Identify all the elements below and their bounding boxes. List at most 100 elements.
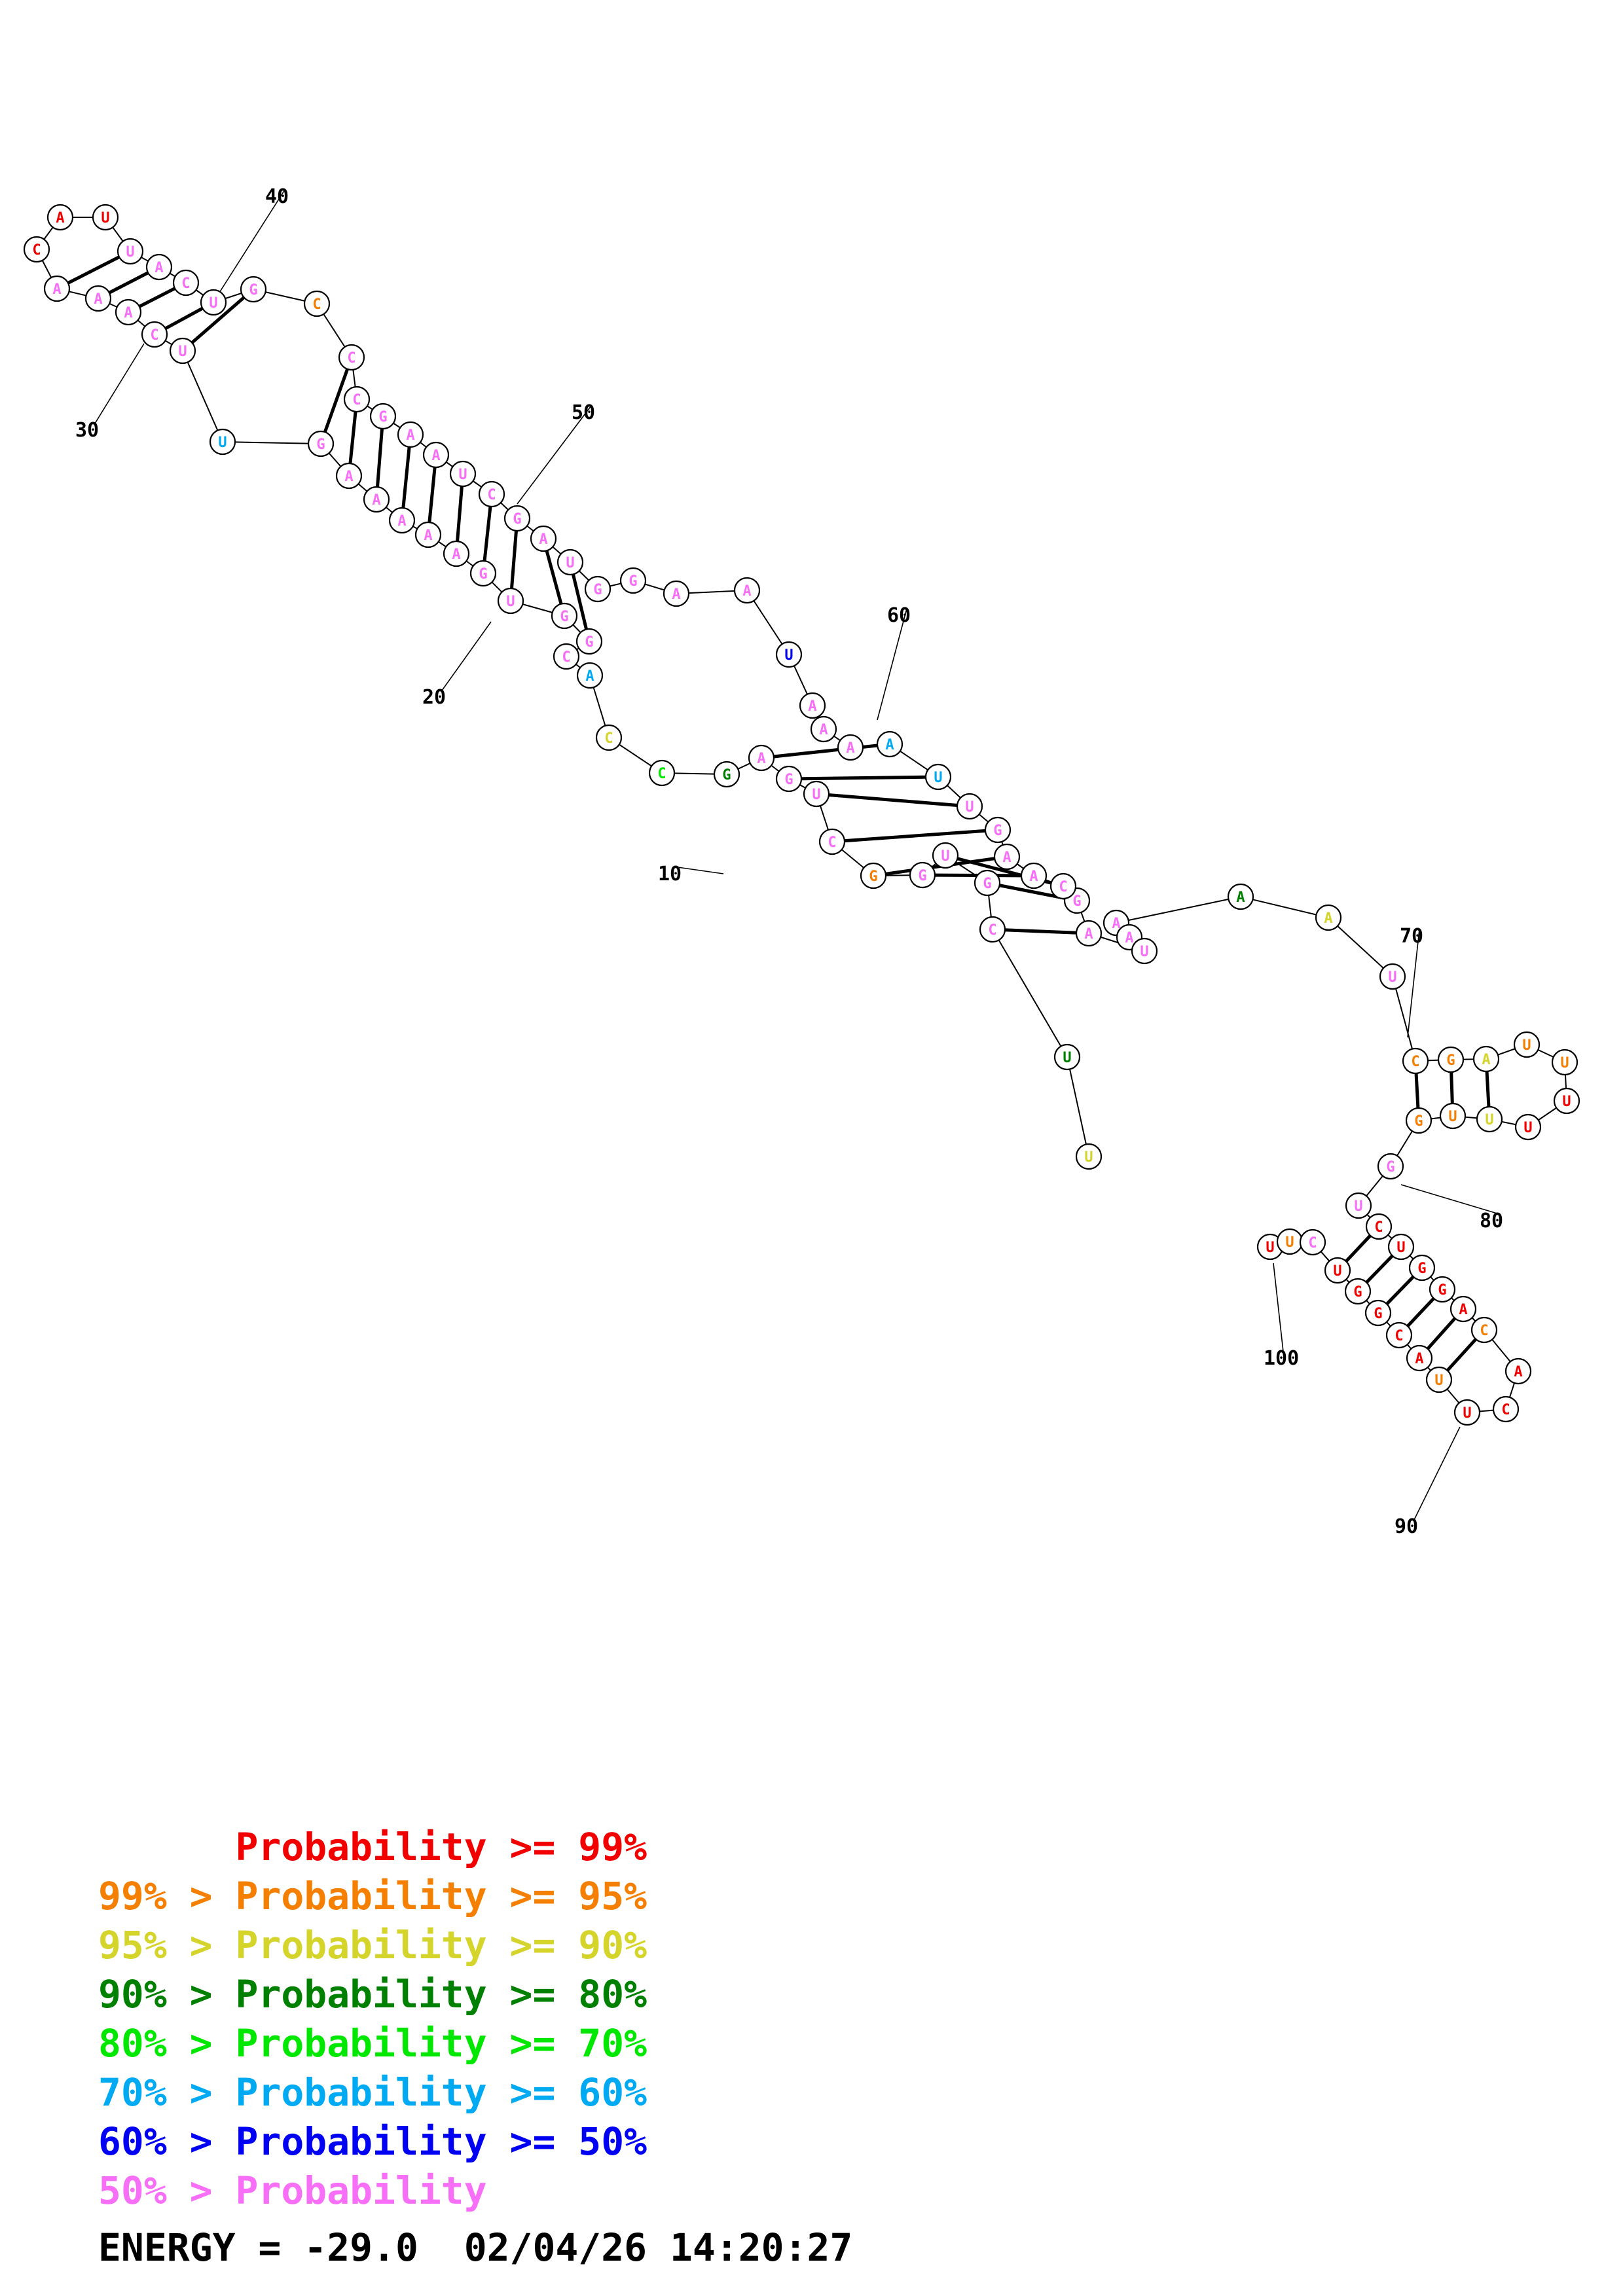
nucleotide-letter: A xyxy=(94,291,102,308)
legend-prefix: 50% > xyxy=(98,2168,236,2213)
nucleotide-circle xyxy=(1492,1395,1520,1423)
nucleotide: A xyxy=(1315,904,1342,931)
nucleotide-letter: U xyxy=(1333,1263,1341,1280)
legend-prefix: 80% > xyxy=(98,2021,236,2066)
nucleotide: A xyxy=(43,275,71,302)
nucleotide-letter: A xyxy=(424,528,432,544)
nucleotide-circle xyxy=(92,204,119,231)
nucleotide: G xyxy=(775,765,803,793)
nucleotide: C xyxy=(648,759,676,787)
nucleotide-letter: G xyxy=(918,868,926,884)
nucleotide-circle xyxy=(1402,1047,1429,1075)
nucleotide: C xyxy=(1385,1321,1413,1349)
nucleotide-circle xyxy=(1299,1229,1326,1256)
nucleotide-circle xyxy=(530,525,557,552)
nucleotide-letter: U xyxy=(1560,1055,1569,1071)
position-label: 70 xyxy=(1400,925,1423,948)
nucleotide-circle xyxy=(469,560,497,587)
nucleotide-letter: A xyxy=(1324,910,1332,927)
nucleotide: A xyxy=(837,734,864,761)
nucleotide-letter: C xyxy=(562,649,570,666)
nucleotide-letter: C xyxy=(1308,1235,1317,1251)
nucleotide: A xyxy=(1450,1295,1477,1323)
position-label: 20 xyxy=(422,686,446,709)
nucleotide-circle xyxy=(1453,1399,1481,1426)
nucleotide-circle xyxy=(303,290,331,317)
nucleotide-letter: U xyxy=(218,435,227,451)
nucleotide-circle xyxy=(115,298,142,326)
nucleotide-letter: A xyxy=(397,513,406,529)
nucleotide: A xyxy=(1504,1357,1532,1385)
nucleotide-circle xyxy=(145,253,173,281)
nucleotide-letter: A xyxy=(1482,1052,1490,1068)
nucleotide-circle xyxy=(1364,1299,1392,1327)
legend-prefix: 70% > xyxy=(98,2070,236,2115)
nucleotide: A xyxy=(335,462,363,490)
backbone-segment xyxy=(1067,1056,1089,1157)
nucleotide-letter: G xyxy=(479,566,487,583)
nucleotide: A xyxy=(748,744,775,772)
nucleotide: U xyxy=(1439,1102,1467,1130)
nucleotide-circle xyxy=(307,430,335,457)
position-tick xyxy=(517,405,592,505)
nucleotide-circle xyxy=(1472,1045,1500,1073)
nucleotide-circle xyxy=(414,521,442,548)
nucleotide: U xyxy=(1513,1031,1541,1058)
base-pair xyxy=(509,518,519,601)
nucleotide: C xyxy=(343,386,371,413)
nucleotide: U xyxy=(1256,1233,1284,1261)
nucleotide-letter: G xyxy=(869,869,877,885)
nucleotide-circle xyxy=(1437,1046,1465,1073)
nucleotide-circle xyxy=(209,428,236,456)
nucleotide: U xyxy=(1053,1043,1081,1071)
nucleotide-letter: G xyxy=(993,823,1002,839)
nucleotide-letter: U xyxy=(1084,1149,1093,1166)
nucleotide: G xyxy=(909,861,936,889)
nucleotide-letter: A xyxy=(1415,1351,1423,1367)
nucleotide-circle xyxy=(1365,1213,1393,1240)
nucleotide-circle xyxy=(993,843,1021,870)
nucleotide: C xyxy=(23,236,50,263)
base-pair xyxy=(761,742,890,760)
nucleotide: C xyxy=(141,321,168,348)
nucleotide-letter: C xyxy=(181,276,190,292)
nucleotide-letter: U xyxy=(566,555,574,571)
nucleotide-circle xyxy=(553,643,580,670)
legend-entry: 95% > Probability >= 90% xyxy=(98,1921,647,1970)
nucleotide-letter: U xyxy=(1434,1372,1443,1389)
nucleotide: A xyxy=(1227,883,1254,910)
nucleotide: U xyxy=(1075,1143,1103,1170)
nucleotide: C xyxy=(818,828,846,855)
nucleotide-letter: A xyxy=(452,547,460,563)
nucleotide-circle xyxy=(1425,1366,1453,1393)
nucleotide-circle xyxy=(388,507,416,534)
nucleotide-circle xyxy=(141,321,168,348)
nucleotide-letter: A xyxy=(539,531,547,548)
legend-text: Probability >= 95% xyxy=(235,1874,647,1918)
base-pair xyxy=(454,473,465,554)
nucleotide-letter: U xyxy=(1140,944,1148,960)
nucleotide: U xyxy=(1324,1257,1351,1284)
nucleotide: G xyxy=(1429,1276,1456,1303)
nucleotide-circle xyxy=(956,793,983,820)
legend-prefix: 60% > xyxy=(98,2119,236,2164)
nucleotide: U xyxy=(200,289,227,316)
position-label: 30 xyxy=(75,419,99,442)
nucleotide-letter: A xyxy=(1112,916,1120,932)
position-label: 100 xyxy=(1264,1347,1299,1370)
nucleotide-letter: G xyxy=(1374,1306,1382,1322)
position-tick xyxy=(1273,1263,1284,1352)
nucleotide-circle xyxy=(1476,1105,1503,1133)
nucleotide-circle xyxy=(497,587,524,615)
base-pair xyxy=(541,538,566,617)
nucleotide: A xyxy=(397,421,424,448)
nucleotide: G xyxy=(860,862,887,889)
base-pair xyxy=(181,288,255,352)
base-pair xyxy=(319,357,354,444)
nucleotide: A xyxy=(1075,920,1103,947)
nucleotide-circle xyxy=(397,421,424,448)
nucleotide-letter: A xyxy=(124,305,132,321)
nucleotide-circle xyxy=(974,869,1001,897)
nucleotide-circle xyxy=(1379,963,1406,990)
nucleotide: U xyxy=(924,763,952,791)
